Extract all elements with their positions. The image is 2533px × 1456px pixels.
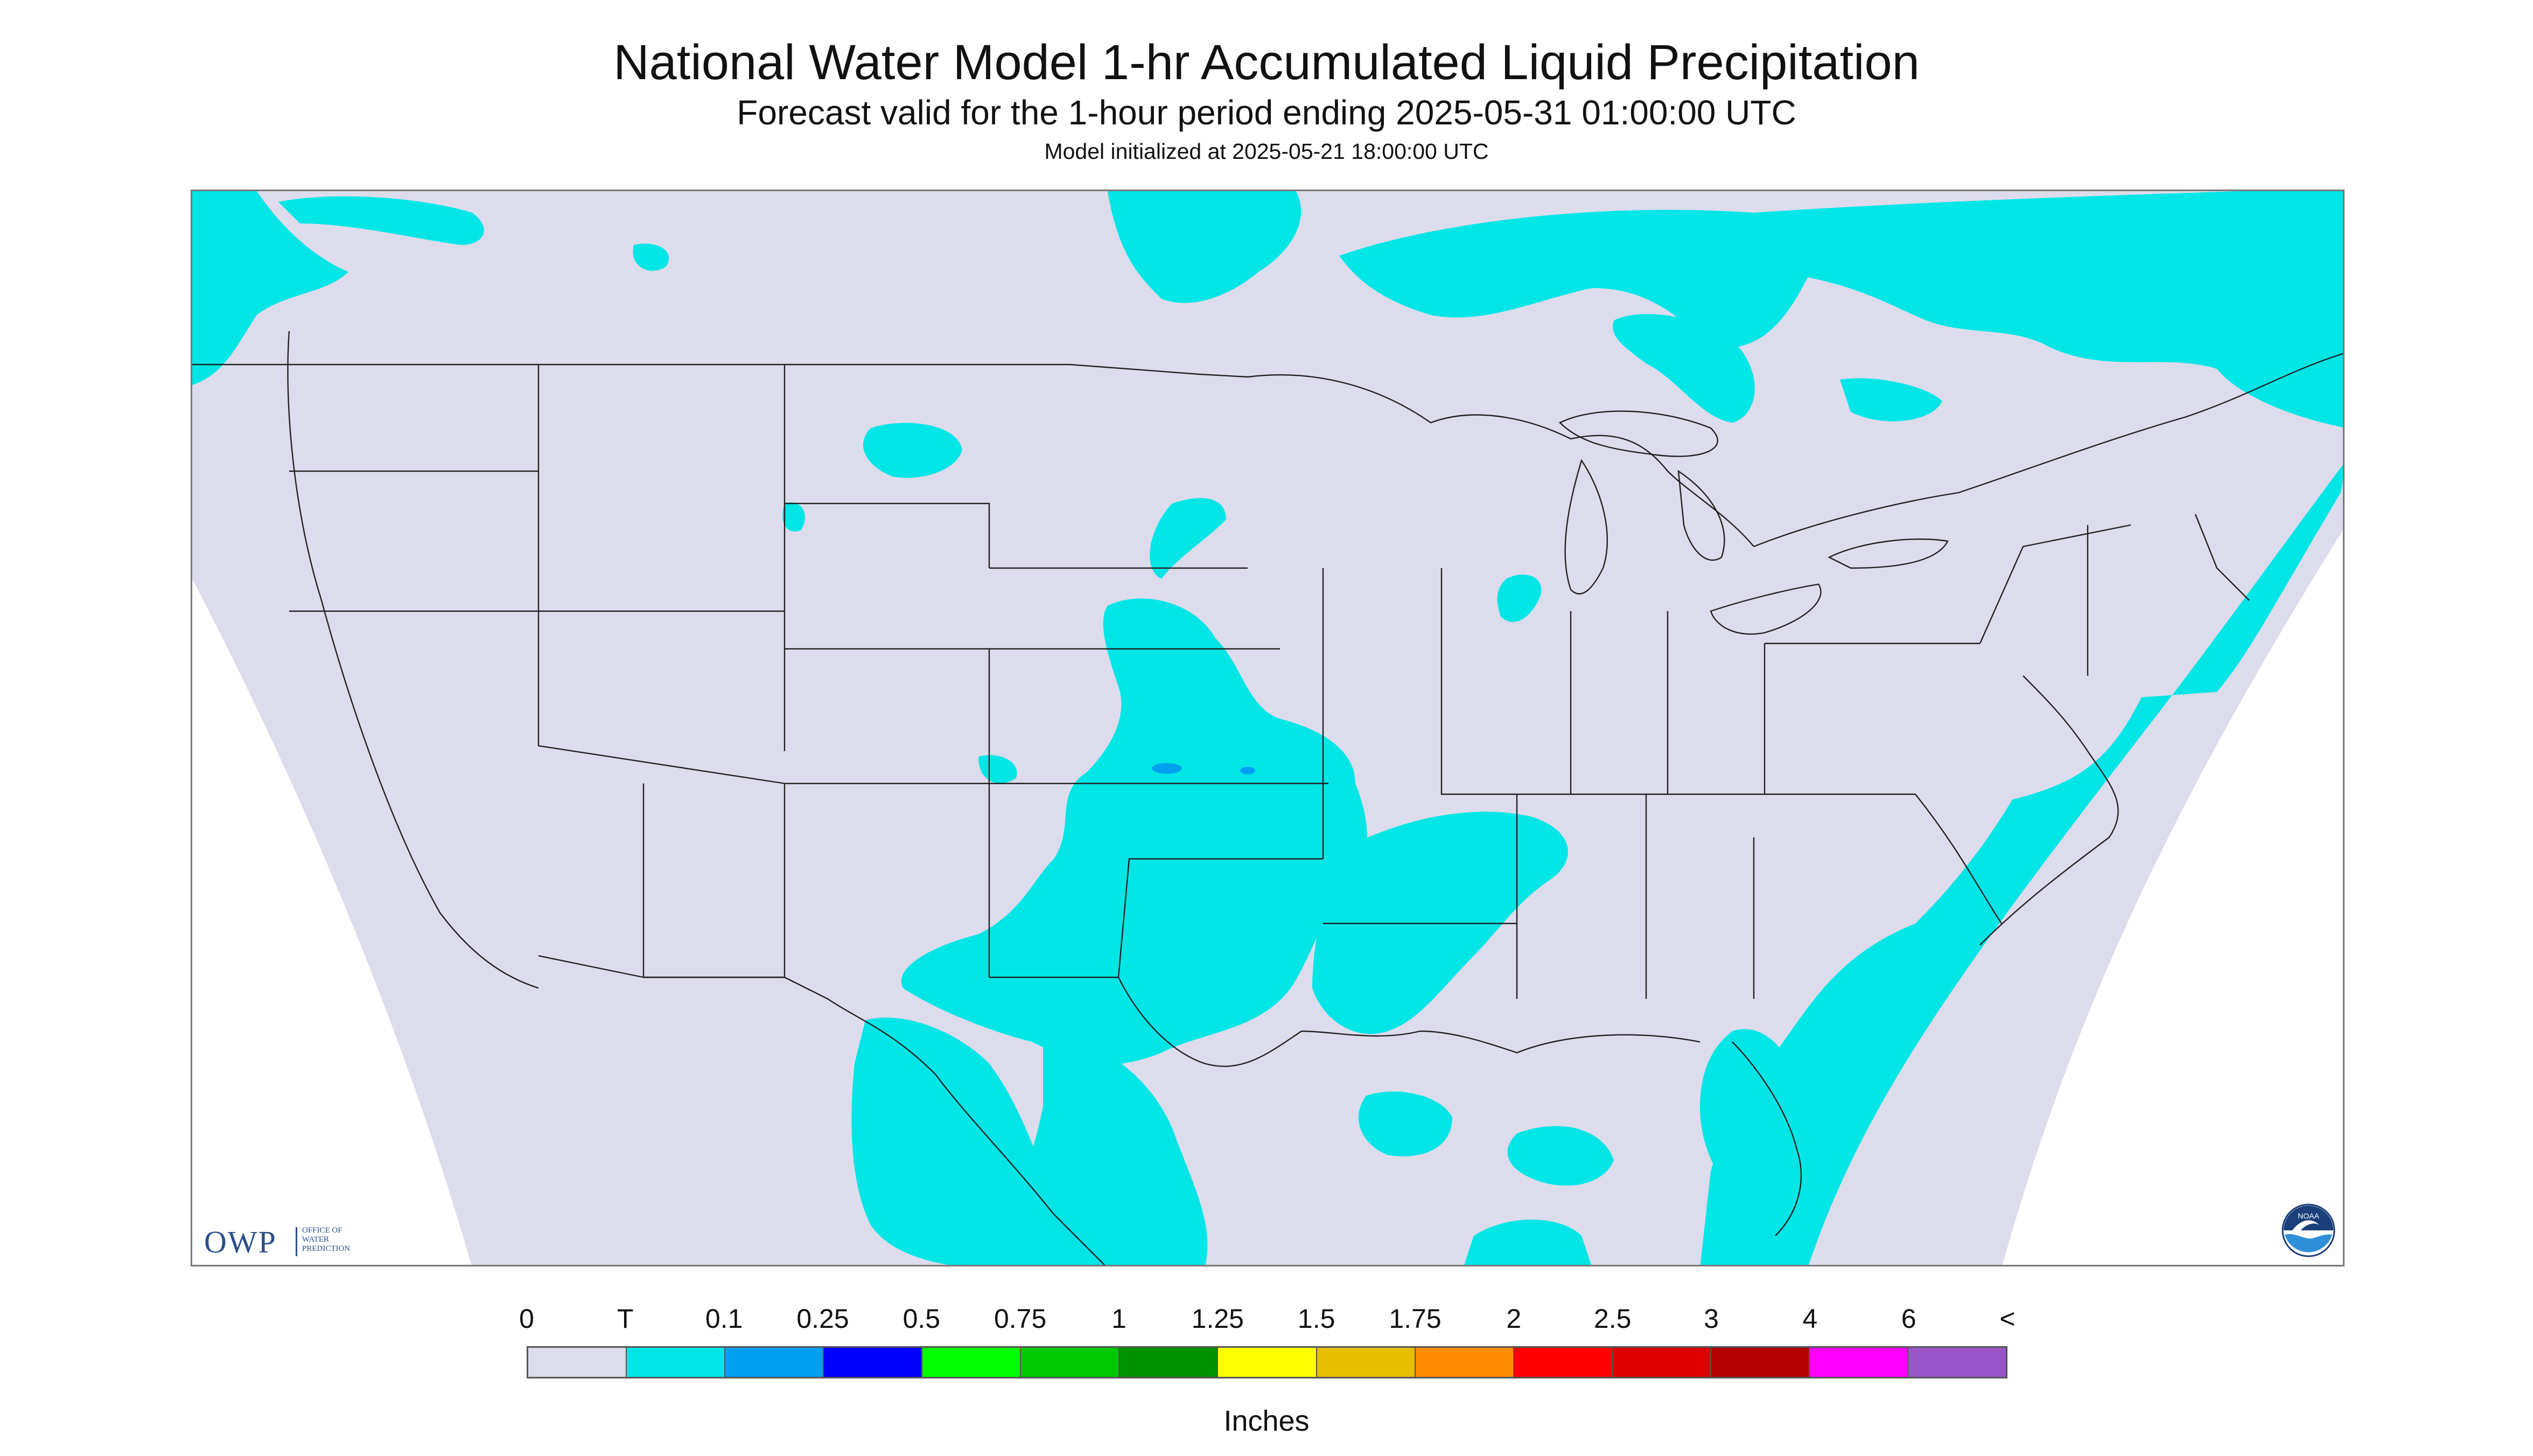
legend-label: 4	[1802, 1304, 1818, 1334]
legend-label: 2	[1506, 1304, 1522, 1334]
legend-label: 0	[519, 1304, 534, 1334]
owp-logo-words: OFFICE OF WATER PREDICTION	[302, 1226, 351, 1253]
legend-swatch	[824, 1348, 923, 1377]
political-boundaries	[192, 331, 2343, 1265]
trace-northwest	[192, 191, 348, 385]
legend-label: <	[1999, 1304, 2016, 1334]
legend-swatch	[1612, 1348, 1711, 1377]
legend-swatch	[1317, 1348, 1416, 1377]
trace-gulf-central	[1358, 1091, 1452, 1157]
trace-nebraska	[1150, 498, 1226, 579]
trace-texas-west	[851, 1017, 1064, 1265]
noaa-logo-text: NOAA	[2298, 1212, 2319, 1220]
legend-label: 0.25	[796, 1304, 849, 1334]
legend-colorbar	[527, 1346, 2007, 1378]
legend-swatch	[627, 1348, 726, 1377]
trace-quebec-lobe	[1840, 378, 1942, 422]
trace-canada-east	[1339, 191, 2343, 428]
noaa-logo: NOAA	[2282, 1203, 2335, 1257]
domain-edge-left	[192, 579, 472, 1265]
legend-label: 1.75	[1389, 1304, 1442, 1334]
legend-label: 3	[1704, 1304, 1719, 1334]
legend-label: 1	[1111, 1304, 1126, 1334]
owp-logo-letters: OWP	[204, 1224, 277, 1259]
legend-label: T	[617, 1304, 634, 1334]
legend-swatch	[1021, 1348, 1120, 1377]
legend-swatch	[1711, 1348, 1810, 1377]
legend-swatch	[1908, 1348, 2006, 1377]
legend-swatch	[1514, 1348, 1613, 1377]
trace-montana	[863, 423, 962, 478]
trace-colorado	[978, 755, 1017, 783]
legend-swatch	[725, 1348, 824, 1377]
light-blue-spot-kansas-1	[1152, 763, 1182, 774]
model-init-line: Model initialized at 2025-05-21 18:00:00…	[1044, 139, 1489, 164]
map-canvas	[192, 191, 2343, 1265]
trace-gulf-east	[1507, 1126, 1614, 1186]
precipitation-map: OWP OFFICE OF WATER PREDICTION NOAA	[191, 190, 2345, 1266]
legend-label: 0.5	[902, 1304, 941, 1334]
legend-label: 0.1	[705, 1304, 743, 1334]
trace-plains-central	[901, 598, 1367, 1065]
trace-yucatan-channel	[1464, 1220, 1591, 1265]
legend-units: Inches	[1223, 1405, 1310, 1437]
legend-swatch	[1119, 1348, 1219, 1377]
precipitation-legend: 0 T 0.1 0.25 0.5 0.75 1 1.25 1.5 1.75 2 2.5 3 4 6 < Inc…	[0, 1282, 2533, 1454]
trace-florida	[1700, 1029, 1806, 1203]
owp-logo-divider	[296, 1227, 297, 1256]
great-lakes	[1558, 410, 1949, 635]
atlantic-trace-area	[1700, 465, 2343, 1265]
legend-label: 2.5	[1593, 1304, 1632, 1334]
legend-swatch	[922, 1348, 1021, 1377]
legend-label: 0.75	[993, 1304, 1047, 1334]
legend-swatch	[1415, 1348, 1514, 1377]
trace-ontario-lobe	[1613, 314, 1755, 423]
legend-label: 6	[1901, 1304, 1916, 1334]
legend-swatch	[1218, 1348, 1317, 1377]
owp-logo: OWP OFFICE OF WATER PREDICTION	[204, 1224, 382, 1259]
light-blue-spot-kansas-2	[1240, 767, 1255, 774]
trace-wyoming	[782, 502, 806, 531]
legend-label: 1.5	[1297, 1304, 1335, 1334]
trace-sask-small	[633, 243, 669, 271]
domain-edge-right	[2002, 530, 2343, 1265]
trace-manitoba	[1108, 191, 1302, 303]
legend-swatch	[1809, 1348, 1908, 1377]
forecast-valid-subtitle: Forecast valid for the 1-hour period end…	[737, 93, 1796, 132]
map-title: National Water Model 1-hr Accumulated Li…	[613, 35, 1920, 90]
legend-swatch	[528, 1348, 627, 1377]
legend-label: 1.25	[1191, 1304, 1244, 1334]
trace-bc-strip	[278, 196, 484, 245]
trace-illinois	[1497, 575, 1542, 622]
trace-mexico	[1000, 1031, 1208, 1265]
